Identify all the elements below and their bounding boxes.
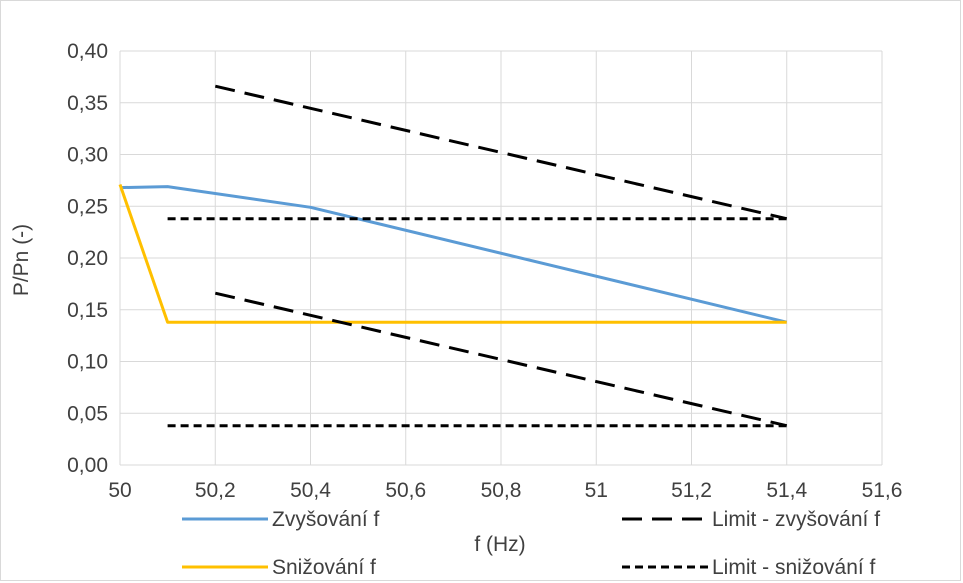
x-tick-label: 50,6 — [385, 479, 426, 502]
x-axis-title: f (Hz) — [474, 533, 525, 556]
x-tick-label: 51 — [585, 479, 608, 502]
y-tick-label: 0,40 — [67, 40, 108, 63]
x-tick-label: 50,4 — [290, 479, 331, 502]
series-line-3 — [214, 84, 788, 221]
legend-label: Snižování f — [272, 556, 376, 579]
x-tick-label: 51,6 — [862, 479, 903, 502]
x-tick-label: 51,4 — [766, 479, 807, 502]
legend-label: Zvyšování f — [272, 508, 380, 531]
y-tick-label: 0,10 — [67, 351, 108, 374]
x-tick-label: 51,2 — [671, 479, 712, 502]
y-tick-label: 0,05 — [67, 402, 108, 425]
x-tick-label: 50 — [108, 479, 131, 502]
x-tick-label: 50,8 — [481, 479, 522, 502]
axis-ticks: 0,00 0,05 0,10 0,15 0,20 0,25 0,30 0,35 0,40 50 50… — [67, 40, 902, 502]
y-axis-title: P/Pn (-) — [10, 224, 33, 296]
y-tick-label: 0,15 — [67, 299, 108, 322]
y-tick-label: 0,25 — [67, 195, 108, 218]
series-line-3 — [214, 291, 788, 428]
legend-label: Limit - snižování f — [712, 556, 876, 579]
legend-label: Limit - zvyšování f — [712, 508, 880, 531]
grid — [119, 50, 883, 466]
y-tick-label: 0,35 — [67, 92, 108, 115]
legend: Zvyšování f Limit - zvyšování f Snižování … — [182, 508, 880, 579]
plot-area — [118, 84, 788, 428]
x-tick-label: 50,2 — [195, 479, 236, 502]
y-tick-label: 0,00 — [67, 454, 108, 477]
y-tick-label: 0,20 — [67, 247, 108, 270]
series-line-2 — [118, 184, 787, 324]
series-line-1 — [119, 185, 788, 324]
y-tick-label: 0,30 — [67, 144, 108, 167]
